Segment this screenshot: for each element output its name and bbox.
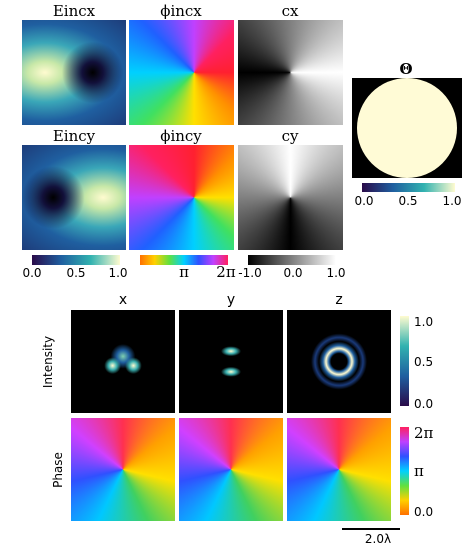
- polarization-image: [238, 145, 343, 250]
- colorbar: [362, 183, 455, 192]
- panel-title: ϕincx: [160, 2, 202, 20]
- colorbar: [400, 316, 409, 406]
- colorbar-label: 0.5: [414, 355, 434, 369]
- field-image: [22, 145, 126, 250]
- phase-image: [129, 20, 234, 125]
- colorbar-label: 0.0: [22, 266, 42, 280]
- column-title: z: [335, 292, 343, 308]
- colorbar-label: 0.0: [414, 505, 434, 519]
- colorbar: [32, 255, 120, 265]
- panel-title: cx: [281, 2, 299, 20]
- panel-title: Θ: [399, 60, 413, 78]
- panel-title: cy: [281, 127, 299, 145]
- column-title: x: [118, 292, 128, 308]
- colorbar-label: 1.0: [326, 266, 346, 280]
- colorbar-label: 1.0: [442, 194, 462, 208]
- intensity-image: [179, 310, 283, 413]
- phase-image: [129, 145, 234, 250]
- panel-title: ϕincy: [160, 127, 202, 145]
- colorbar-label: 0.5: [398, 194, 418, 208]
- scale-bar-label: 2.0λ: [364, 532, 392, 546]
- colorbar-label: 2π: [414, 424, 434, 442]
- colorbar-label: 2π: [216, 263, 236, 281]
- colorbar-label: 0.0: [283, 266, 303, 280]
- phase-image: [71, 418, 175, 521]
- colorbar-label: 1.0: [414, 315, 434, 329]
- colorbar-label: 0.0: [414, 397, 434, 411]
- row-title: Intensity: [41, 335, 55, 389]
- panel-title: Eincy: [52, 127, 96, 145]
- colorbar-label: 0.5: [66, 266, 86, 280]
- field-image: [22, 20, 126, 125]
- row-title: Phase: [51, 452, 65, 488]
- pupil-image: [352, 78, 462, 178]
- colorbar: [248, 255, 336, 265]
- scale-bar: [342, 528, 400, 530]
- polarization-image: [238, 20, 343, 125]
- pupil-disk: [357, 78, 457, 178]
- colorbar-label: -1.0: [238, 266, 262, 280]
- intensity-image: [287, 310, 391, 413]
- colorbar-label: 0.0: [354, 194, 374, 208]
- colorbar-label: π: [179, 263, 189, 281]
- colorbar-label: 1.0: [108, 266, 128, 280]
- colorbar: [140, 255, 228, 265]
- phase-image: [287, 418, 391, 521]
- column-title: y: [226, 292, 236, 308]
- colorbar: [400, 427, 409, 515]
- panel-title: Eincx: [52, 2, 96, 20]
- phase-image: [179, 418, 283, 521]
- colorbar-label: π: [414, 462, 424, 480]
- intensity-image: [71, 310, 175, 413]
